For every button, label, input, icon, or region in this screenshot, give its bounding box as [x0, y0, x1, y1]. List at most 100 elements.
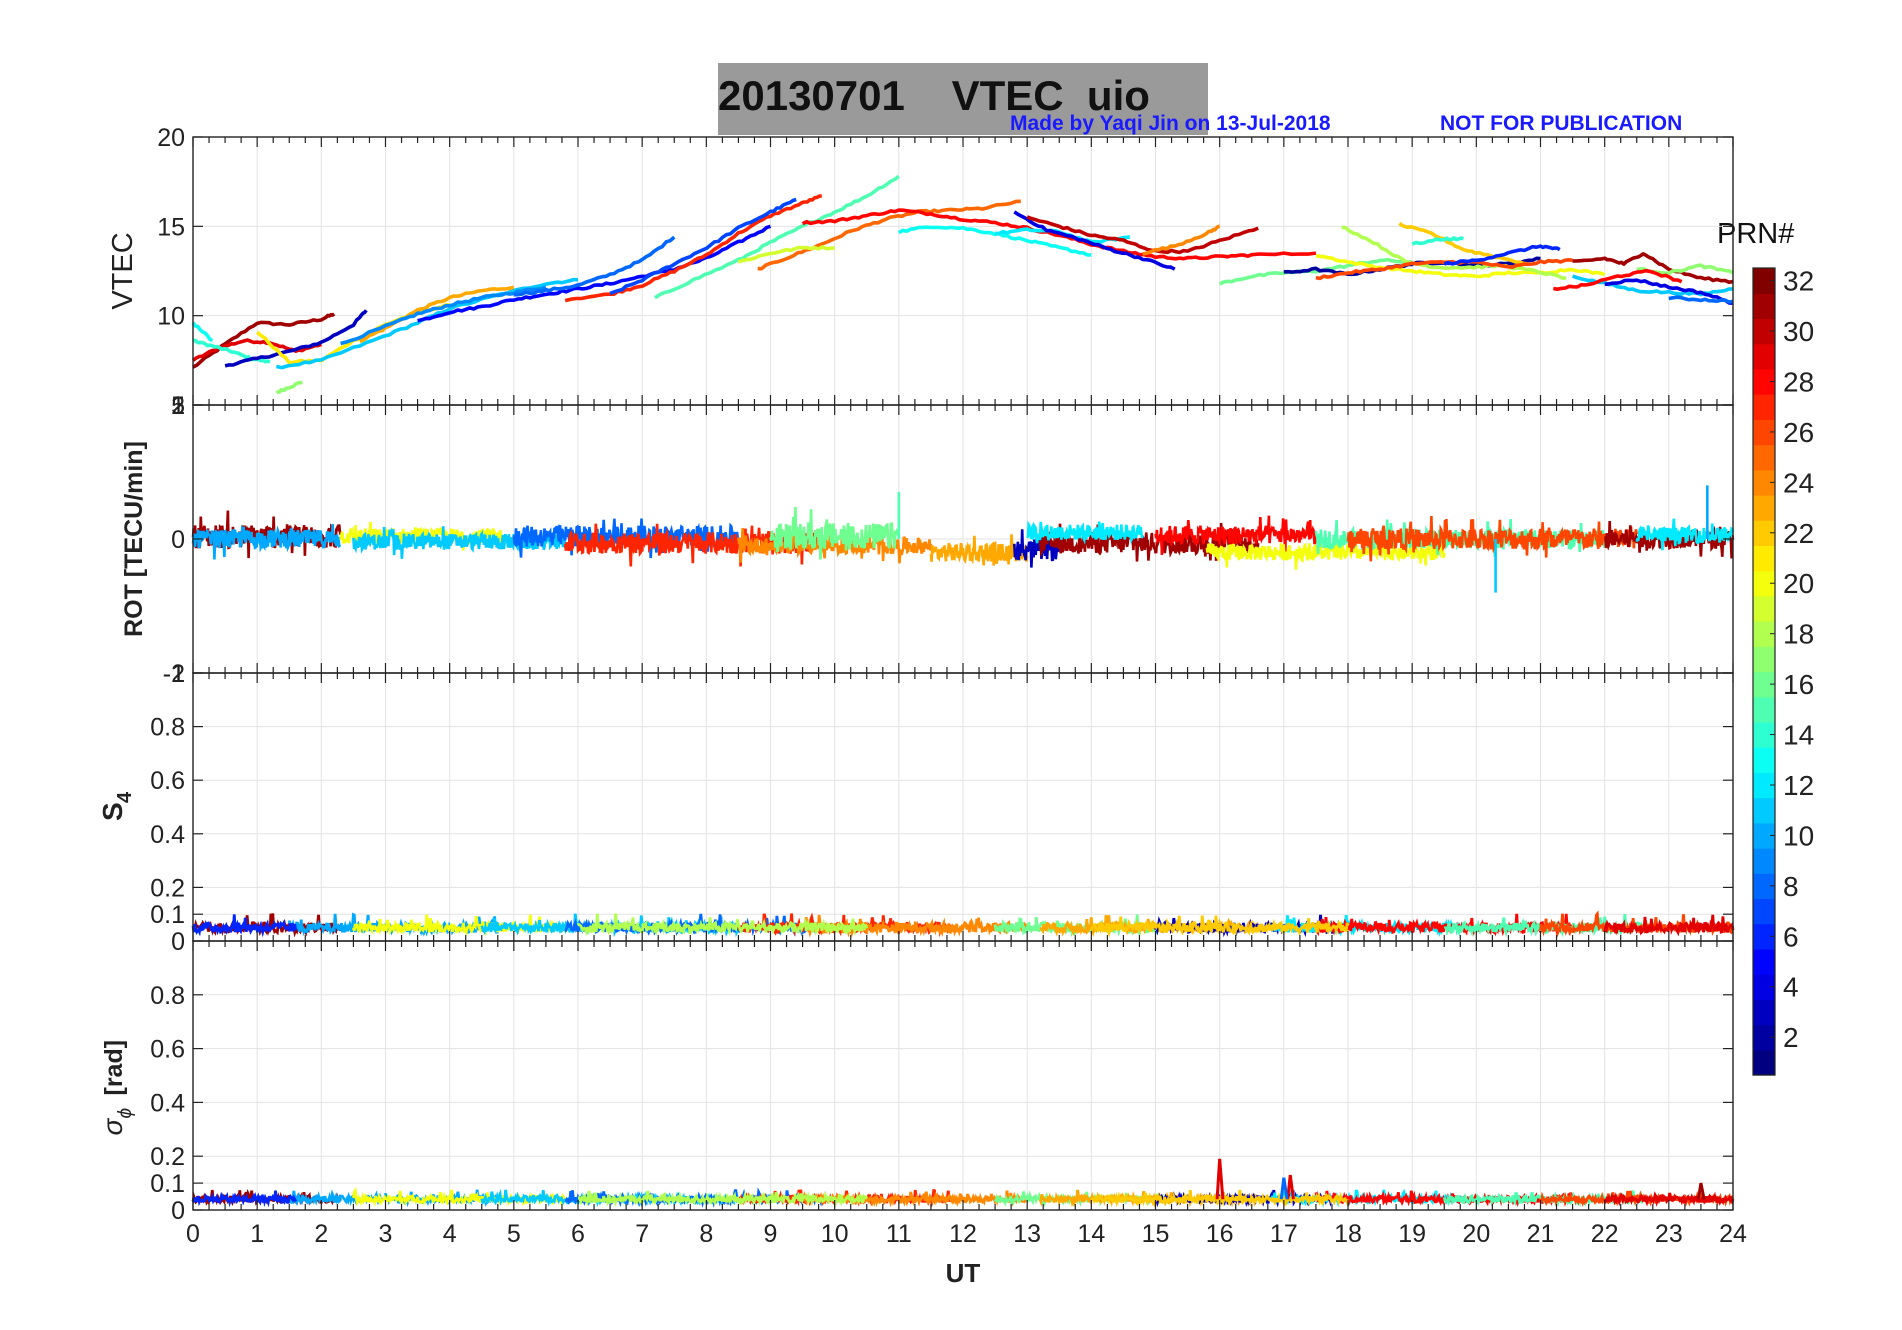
colorbar-swatch	[1753, 873, 1775, 900]
spike-prn-31	[1696, 1182, 1706, 1200]
x-axis-label: UT	[946, 1258, 981, 1288]
y-tick-label: 0	[171, 1197, 185, 1225]
y-tick-label: 0.2	[150, 1143, 185, 1171]
y-tick-label: 0.8	[150, 982, 185, 1010]
x-tick-label: 14	[1077, 1220, 1105, 1248]
s4-ylabel-sub: 4	[114, 791, 136, 803]
y-tick-label: 0.1	[150, 901, 185, 929]
vtec-series-prn-18	[1341, 225, 1567, 280]
colorbar-swatch	[1753, 494, 1775, 521]
x-tick-label: 1	[250, 1220, 264, 1248]
x-tick-label: 13	[1013, 1220, 1041, 1248]
sigphi-ylabel: σϕ [rad]	[97, 1040, 136, 1136]
y-tick-label: 0	[171, 928, 185, 956]
rot-trace-prn-3	[1013, 527, 1061, 568]
spike-prn-8	[1279, 1177, 1289, 1200]
trace-prn-6	[191, 1190, 297, 1208]
vtec-series-prn-15	[654, 174, 900, 300]
title-box	[718, 63, 1208, 135]
colorbar-tick-label: 32	[1783, 266, 1814, 297]
x-tick-label: 12	[949, 1220, 977, 1248]
panel-axes-vtec: 5 10 15 20	[157, 124, 1734, 420]
trace-prn-18	[577, 1190, 869, 1208]
chart-title: 20130701 VTEC uio	[718, 72, 1150, 120]
colorbar-tick-label: 4	[1783, 972, 1799, 1003]
colorbar-tick-label: 10	[1783, 820, 1814, 851]
title-product: VTEC	[951, 72, 1064, 119]
not-for-publication-text: NOT FOR PUBLICATION	[1440, 112, 1683, 135]
panel-s4	[191, 672, 1735, 942]
colorbar-tick-label: 28	[1783, 366, 1814, 397]
rot-ylabel: ROT [TECU/min]	[120, 441, 148, 637]
sigphi-ylabel-main: σ	[97, 1118, 128, 1136]
x-tick-label: 17	[1270, 1220, 1298, 1248]
panel-rot	[191, 404, 1735, 674]
x-tick-label: 11	[886, 1220, 912, 1248]
vtec-series-prn-4	[1013, 210, 1176, 271]
sigphi-ylabel-unit: [rad]	[100, 1040, 128, 1096]
rot-trace-prn-10	[191, 524, 342, 560]
colorbar-tick-label: 18	[1783, 619, 1814, 650]
trace-prn-20	[352, 914, 567, 937]
colorbar-swatch	[1753, 948, 1775, 975]
spike-prn-29	[1286, 1174, 1295, 1200]
x-tick-label: 23	[1655, 1220, 1683, 1248]
colorbar-swatch	[1753, 898, 1775, 925]
vtec-series-prn-7	[609, 197, 797, 296]
y-tick-label: 1	[171, 660, 185, 688]
credit-text: Made by Yaqi Jin on 13-Jul-2018	[1010, 112, 1331, 135]
colorbar-tick-label: 6	[1783, 921, 1799, 952]
colorbar-tick-label: 16	[1783, 669, 1814, 700]
vtec-series-prn-30	[1026, 215, 1259, 255]
vtec-series-prn-23	[359, 285, 515, 344]
vtec-series-prn-16	[1218, 257, 1413, 286]
rot-trace-prn-26	[1346, 515, 1639, 562]
colorbar-swatch	[1753, 268, 1775, 294]
axes-box	[192, 940, 1734, 1211]
colorbar-swatch	[1753, 394, 1775, 420]
rot-trace-prn-23	[929, 534, 1029, 566]
vtec-series-prn-14	[1411, 236, 1465, 246]
colorbar-tick-label: 12	[1783, 770, 1814, 801]
vtec-series-prn-29	[191, 338, 322, 362]
vtec-series-prn-8	[513, 235, 676, 297]
vtec-series-prn-19	[737, 245, 835, 264]
x-tick-label: 5	[507, 1220, 521, 1248]
colorbar-swatch	[1753, 469, 1775, 496]
spike-prn-29	[1215, 1158, 1225, 1200]
colorbar-tick-label: 30	[1783, 316, 1814, 347]
vtec-series-prn-8	[1668, 295, 1734, 304]
rot-trace-prn-28	[1154, 515, 1318, 555]
colorbar-swatch	[1753, 671, 1775, 698]
vtec-series-prn-28	[1552, 268, 1683, 291]
trace-prn-6	[191, 914, 298, 938]
vtec-series-prn-3	[224, 309, 368, 368]
rot-trace-prn-31	[1604, 520, 1735, 559]
colorbar-swatch	[1753, 293, 1775, 320]
title-date: 20130701	[718, 72, 905, 119]
y-tick-label: 0.6	[150, 767, 185, 795]
y-tick-label: 1	[171, 392, 185, 420]
vtec-series-prn-17	[275, 380, 304, 395]
panel-axes-sigphi: 00.10.20.40.60.80 1 2 3 4 5 6 7 8 9 10 11 12 13 14 15 16…	[150, 940, 1747, 1248]
rot-trace-prn-12	[1026, 520, 1144, 545]
x-tick-label: 21	[1527, 1220, 1555, 1248]
colorbar-swatch	[1753, 999, 1775, 1026]
y-tick-label: 5	[171, 392, 185, 420]
colorbar-tick-label: 20	[1783, 568, 1814, 599]
rot-trace-prn-12	[1635, 518, 1735, 551]
vtec-series-prn-5	[417, 224, 772, 323]
x-tick-label: 4	[443, 1220, 457, 1248]
colorbar-swatch	[1753, 848, 1775, 874]
colorbar-swatch	[1753, 797, 1775, 824]
colorbar-swatch	[1753, 696, 1775, 723]
trace-prn-26	[1539, 1190, 1735, 1207]
colorbar-tick-label: 24	[1783, 467, 1814, 498]
colorbar-swatch	[1753, 1024, 1775, 1051]
y-tick-label: 0.1	[150, 1170, 185, 1198]
vtec-series-prn-20	[1315, 253, 1606, 279]
y-tick-label: -1	[163, 660, 185, 688]
y-tick-label: 0.8	[150, 714, 185, 742]
